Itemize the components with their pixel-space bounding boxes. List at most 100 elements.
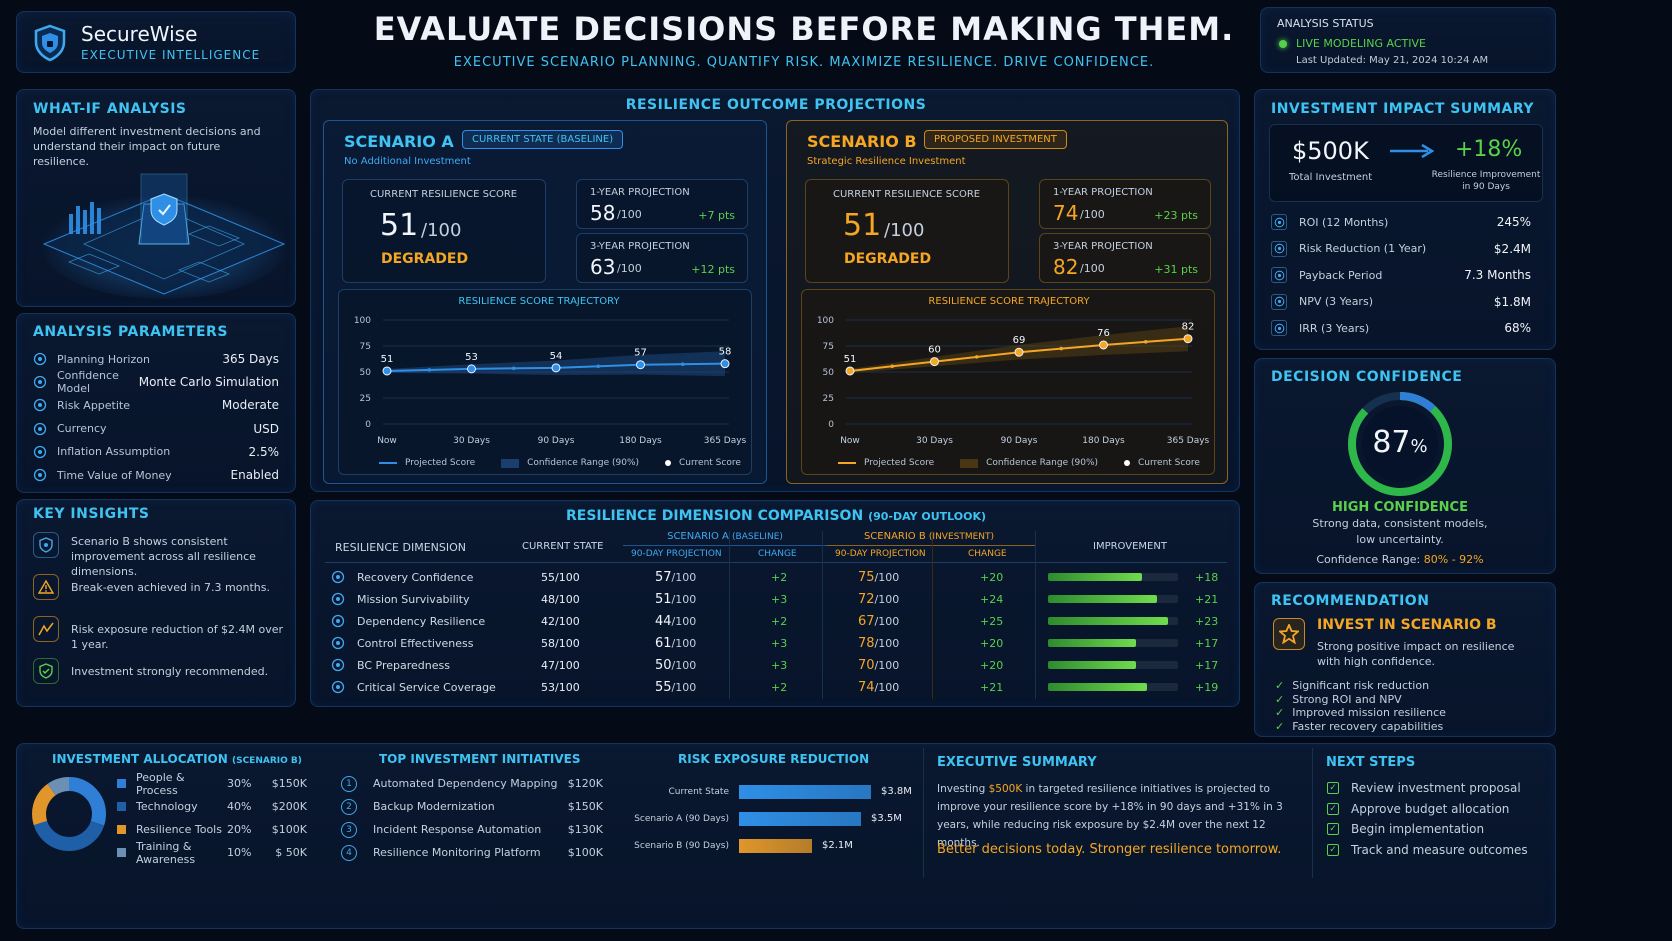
scenario-a-chart-card: RESILIENCE SCORE TRAJECTORY 0 25 50 75 100 51… [338,289,752,475]
mid-point [680,362,685,366]
alloc-amount: $ 50K [275,846,307,859]
metric-label: ROI (12 Months) [1299,215,1389,229]
table-row[interactable]: Dependency Resilience 42/100 44/100 +2 6… [331,610,1219,632]
x-tick-label: 90 Days [538,436,575,446]
allocation-title: INVESTMENT ALLOCATION (SCENARIO B) [52,752,302,766]
param-row: Inflation Assumption 2.5% [33,441,279,463]
x-tick-label: 180 Days [1082,436,1125,446]
recommendation-desc: Strong positive impact on resilience wit… [1317,640,1515,668]
legend-current: Current Score [679,458,741,468]
alloc-amount: $200K [271,800,307,813]
y-tick-label: 0 [828,420,834,430]
a-proj: 57/100 [655,570,696,585]
confidence-title: DECISION CONFIDENCE [1271,369,1463,385]
a-proj-out: /100 [671,592,697,606]
data-label: 58 [719,347,732,358]
mid-point [1059,346,1064,351]
a-proj-value: 44 [655,613,672,629]
y-tick-label: 50 [360,368,372,378]
initiative-item[interactable]: 2 Backup Modernization $150K [341,795,603,818]
data-label: 60 [928,345,941,356]
next-divider [1312,748,1313,878]
insight-text: Risk exposure reduction of $2.4M over 1 … [71,623,284,651]
confidence-desc-2: low uncertainty. [1356,533,1444,546]
what-if-panel: WHAT-IF ANALYSIS Model different investm… [16,89,296,307]
alloc-pct: 40% [227,800,252,813]
gauge-center [1362,406,1438,482]
check-shield-icon [33,658,59,684]
improvement-value: +19 [1195,680,1219,694]
y-tick-label: 100 [354,316,371,326]
b-proj-out: /100 [874,658,900,672]
score-label: CURRENT RESILIENCE SCORE [370,189,518,200]
dimension-icon [331,592,345,606]
score-out-of: /100 [421,220,462,241]
table-row[interactable]: Control Effectiveness 58/100 61/100 +3 7… [331,632,1219,654]
scenario-a-1yr-card: 1-YEAR PROJECTION 58 /100 +7 pts [576,179,748,229]
checkbox-icon[interactable]: ✓ [1327,782,1339,795]
number-badge: 1 [341,775,357,792]
table-row[interactable]: Recovery Confidence 55/100 57/100 +2 75/… [331,566,1219,588]
model-icon [33,375,47,389]
table-header-bg [325,529,1227,563]
next-step-item[interactable]: ✓ Review investment proposal [1327,778,1528,799]
checkbox-icon[interactable]: ✓ [1327,802,1339,815]
decision-confidence-panel: DECISION CONFIDENCE 87% HIGH CONFIDENCE … [1254,358,1556,574]
y-tick-label: 25 [823,394,834,404]
col-divider [822,531,823,699]
insights-title: KEY INSIGHTS [33,506,150,522]
what-if-desc: Model different investment decisions and… [33,125,261,168]
initiative-amount: $150K [567,800,603,813]
data-label: 51 [381,354,394,365]
legend-range-icon [960,458,979,468]
current-state: 58/100 [541,636,580,650]
bottom-panel: INVESTMENT ALLOCATION (SCENARIO B) Peopl… [16,743,1556,929]
initiative-label: Resilience Monitoring Platform [373,846,541,859]
improvement-label: Resilience Improvement in 90 Days [1431,170,1541,192]
a-proj: 50/100 [655,658,696,673]
confidence-desc-1: Strong data, consistent models, [1312,517,1488,530]
next-step-item[interactable]: ✓ Begin implementation [1327,819,1528,840]
initiative-item[interactable]: 3 Incident Response Automation $130K [341,818,603,841]
alloc-pct: 20% [227,823,252,836]
live-dot-icon [1279,40,1287,48]
improvement-bar [1048,683,1178,691]
table-row[interactable]: Critical Service Coverage 53/100 55/100 … [331,676,1219,698]
scenario-b-card[interactable]: SCENARIO B PROPOSED INVESTMENT Strategic… [786,120,1228,484]
checkbox-icon[interactable]: ✓ [1327,843,1339,856]
next-step-item[interactable]: ✓ Approve budget allocation [1327,799,1528,820]
scenario-a-name: SCENARIO A [344,132,454,151]
initiative-item[interactable]: 4 Resilience Monitoring Platform $100K [341,841,603,864]
improvement-bar-fill [1048,573,1142,581]
rec-bullet: ✓ Faster recovery capabilities [1275,720,1446,734]
step-label: Track and measure outcomes [1351,842,1528,857]
initiative-item[interactable]: 1 Automated Dependency Mapping $120K [341,772,603,795]
status-live: LIVE MODELING ACTIVE [1296,37,1426,50]
scenario-a-card[interactable]: SCENARIO A CURRENT STATE (BASELINE) No A… [323,120,767,484]
exposure-bar [739,784,871,799]
a-proj-value: 51 [655,591,672,607]
checkbox-icon[interactable]: ✓ [1327,823,1339,836]
score-status: DEGRADED [381,251,469,267]
investment-label: Total Investment [1289,172,1373,183]
table-row[interactable]: Mission Survivability 48/100 51/100 +3 7… [331,588,1219,610]
next-step-item[interactable]: ✓ Track and measure outcomes [1327,840,1528,861]
number-badge: 2 [341,798,357,815]
param-value: Moderate [221,398,279,413]
metric-value: $1.8M [1493,294,1531,309]
check-icon: ✓ [1275,719,1285,733]
mid-point [427,368,432,372]
metric-label: Risk Reduction (1 Year) [1299,242,1427,255]
initiatives-title: TOP INVESTMENT INITIATIVES [379,752,581,766]
current-state: 55/100 [541,570,580,584]
param-value: USD [253,421,279,436]
exposure-label: Current State [668,786,730,797]
page-title: EVALUATE DECISIONS BEFORE MAKING THEM. [373,10,1235,48]
alloc-label: Resilience Tools [136,823,222,836]
table-row[interactable]: BC Preparedness 47/100 50/100 +3 70/100 … [331,654,1219,676]
recommendation-bullets: ✓ Significant risk reduction ✓ Strong ROI a… [1275,679,1446,733]
b-proj-out: /100 [874,570,900,584]
initiative-label: Backup Modernization [373,800,495,813]
p1-out-of: /100 [617,208,642,221]
insight-text: Break-even achieved in 7.3 months. [71,581,270,594]
